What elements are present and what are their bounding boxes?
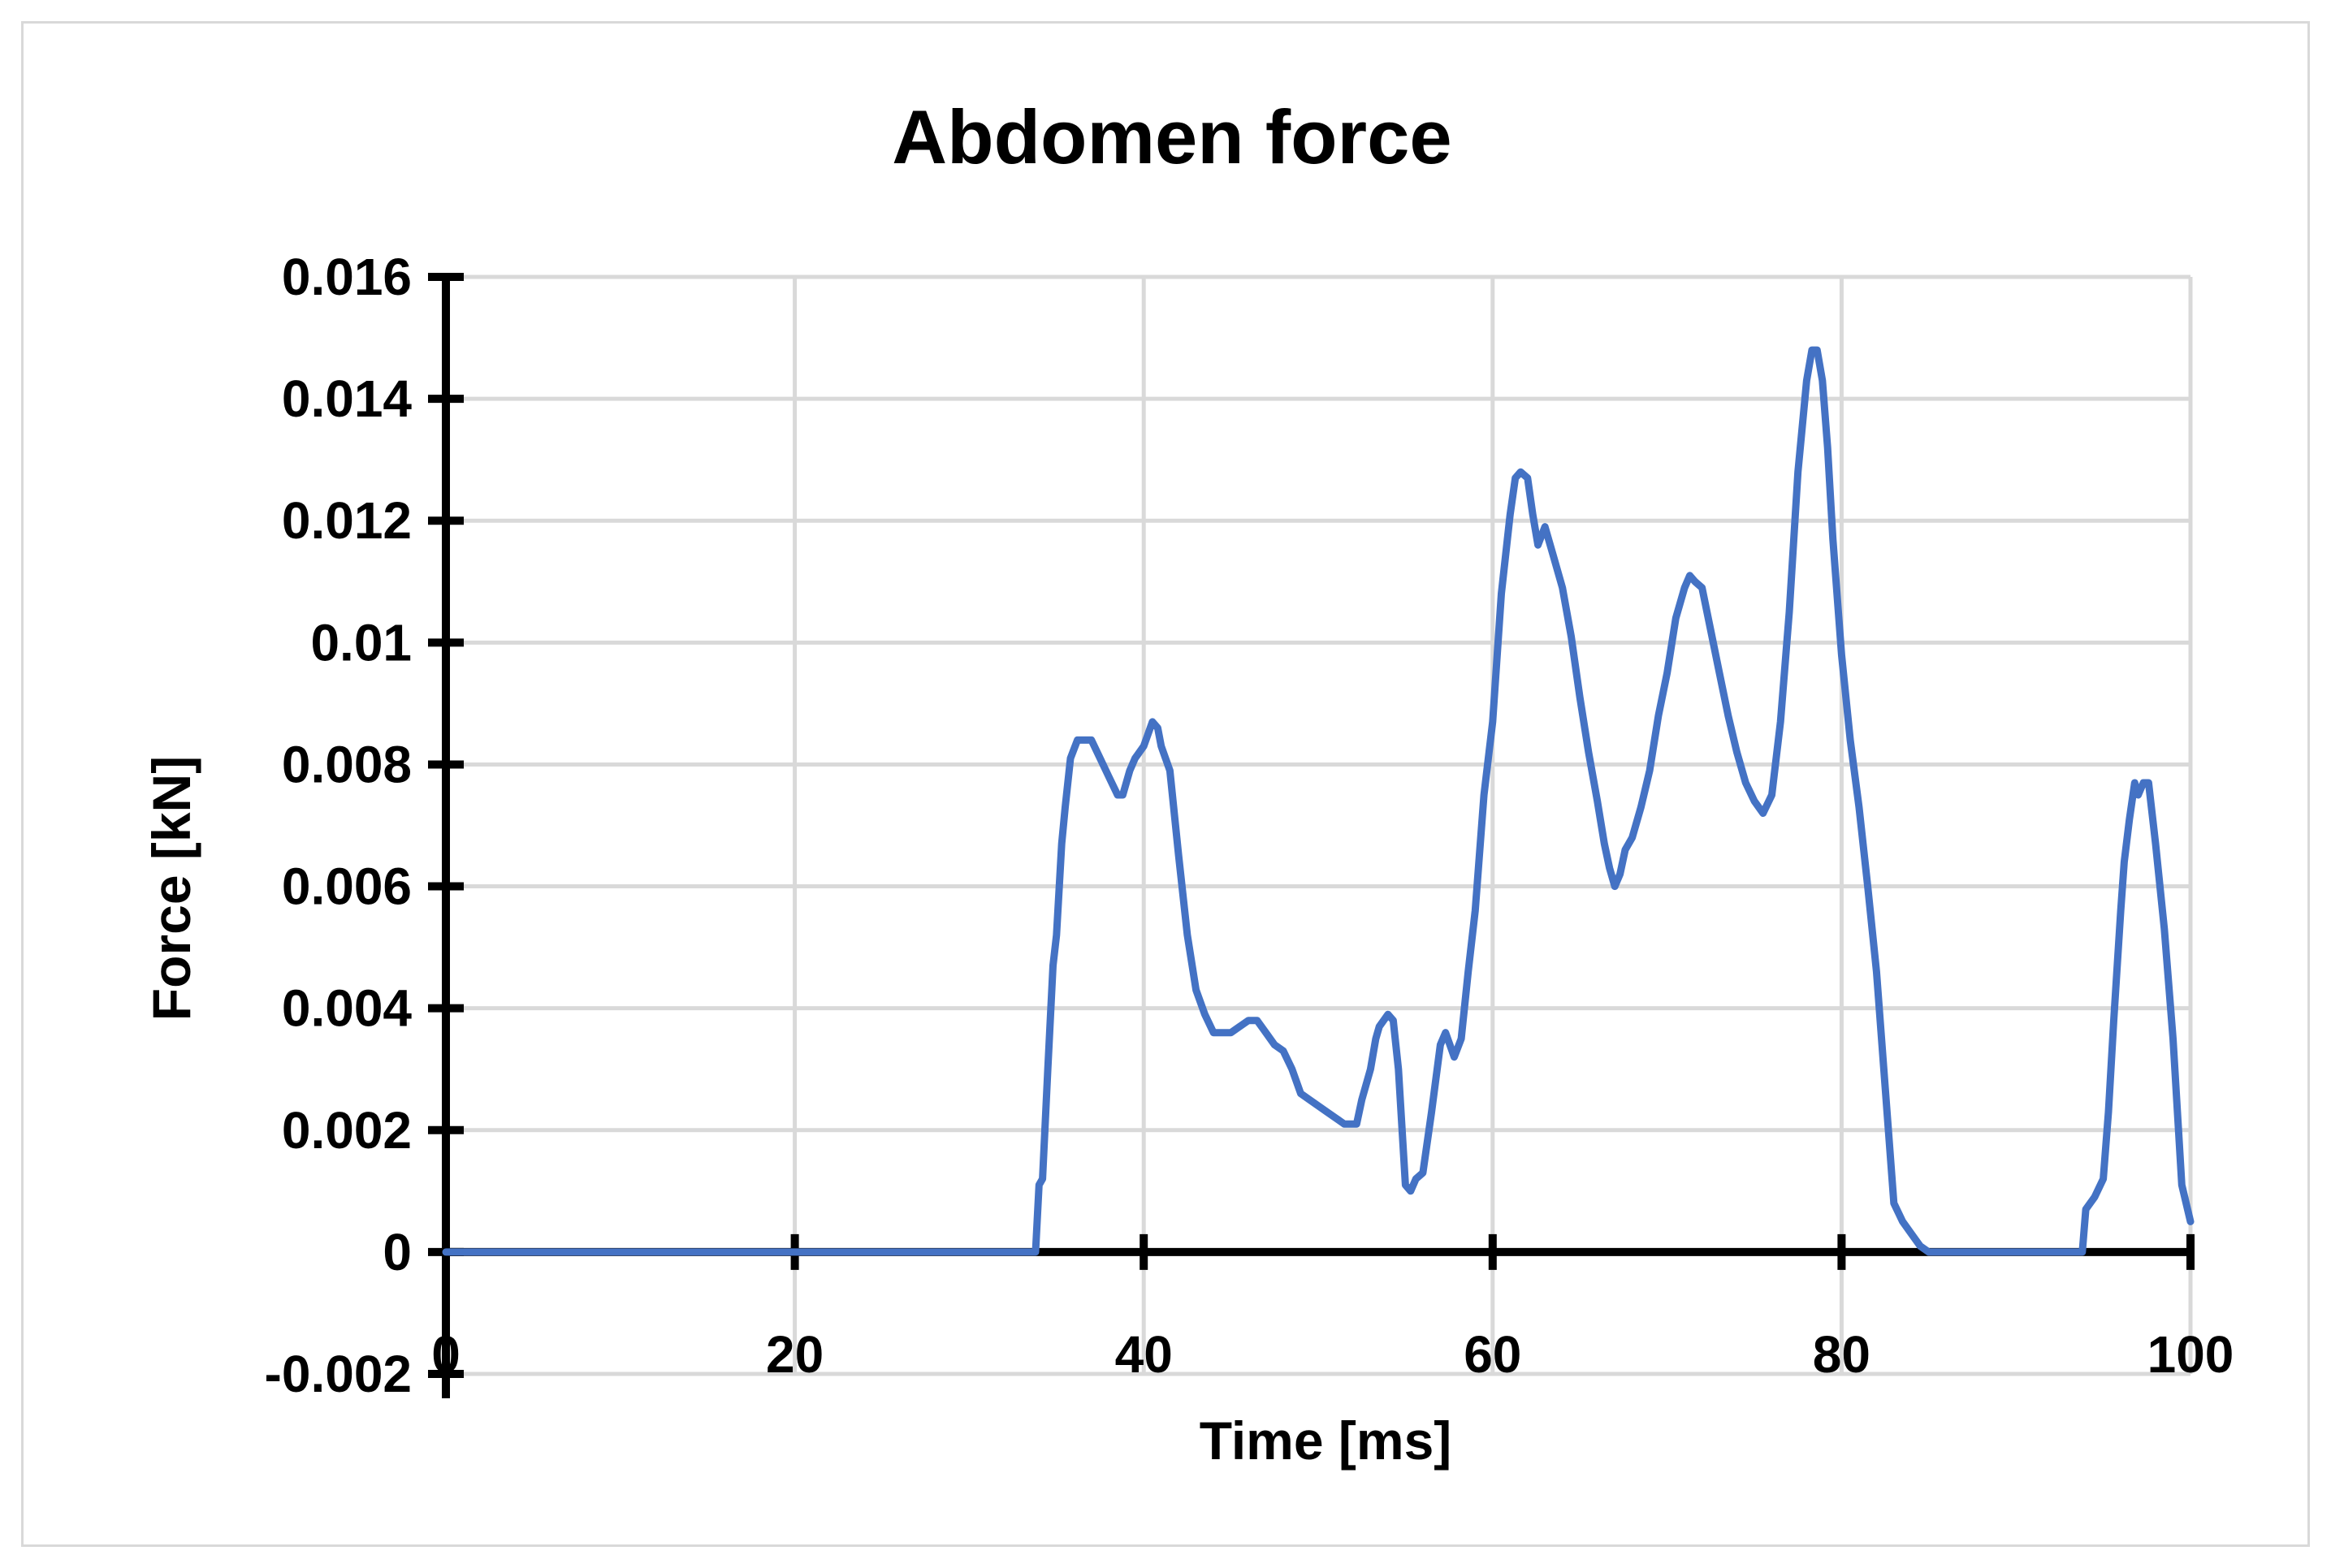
y-tick-label: -0.002	[265, 1345, 412, 1403]
x-tick-label: 0	[431, 1325, 461, 1384]
y-axis-title: Force [kN]	[141, 756, 201, 1021]
x-tick-label: 100	[2147, 1325, 2234, 1384]
x-tick-label: 40	[1115, 1325, 1173, 1384]
chart-frame: -0.002 0 0.002 0.004 0.006 0.008 0.01 0.012 0.01…	[21, 21, 2310, 1547]
axes	[428, 273, 2195, 1398]
y-tick-label: 0.012	[282, 491, 412, 550]
y-tick-label: 0	[383, 1223, 412, 1281]
y-tick-label: 0.016	[282, 248, 412, 306]
chart-title: Abdomen force	[892, 94, 1451, 179]
y-tick-label: 0.01	[310, 613, 412, 672]
x-tick-label: 80	[1813, 1325, 1870, 1384]
y-tick-label: 0.006	[282, 857, 412, 916]
y-tick-label: 0.008	[282, 735, 412, 793]
series-line	[442, 346, 2195, 1256]
y-tick-label: 0.014	[282, 369, 413, 428]
x-tick-label: 60	[1464, 1325, 1521, 1384]
tick-labels: -0.002 0 0.002 0.004 0.006 0.008 0.01 0.012 0.01…	[265, 248, 2234, 1403]
series-layer	[442, 346, 2195, 1256]
y-tick-label: 0.004	[282, 979, 413, 1038]
x-tick-label: 20	[766, 1325, 824, 1384]
grid-lines	[446, 274, 2193, 1376]
line-chart: -0.002 0 0.002 0.004 0.006 0.008 0.01 0.012 0.01…	[141, 94, 2234, 1471]
y-tick-label: 0.002	[282, 1101, 412, 1160]
x-axis-title: Time [ms]	[1200, 1410, 1452, 1471]
